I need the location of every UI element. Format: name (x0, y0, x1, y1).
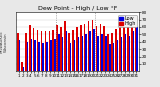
Bar (121, 37, 122, 71)
Bar (88, 21, 89, 71)
Bar (70, 43, 71, 71)
Legend: Low, High: Low, High (118, 15, 137, 27)
Bar (80, 25, 82, 71)
Bar (85, 34, 87, 71)
Bar (74, 40, 75, 71)
Bar (50, 40, 52, 71)
Bar (52, 30, 54, 71)
Bar (129, 36, 130, 71)
Bar (37, 30, 38, 71)
Bar (115, 29, 117, 71)
Bar (60, 27, 62, 71)
Bar (41, 31, 42, 71)
Bar (107, 34, 109, 71)
Bar (101, 34, 103, 71)
Bar (66, 31, 67, 71)
Bar (111, 33, 113, 71)
Bar (78, 37, 79, 71)
Bar (46, 42, 48, 71)
Bar (92, 20, 93, 71)
Bar (23, 67, 24, 71)
Bar (100, 24, 101, 71)
Bar (119, 27, 121, 71)
Bar (96, 26, 97, 71)
Bar (135, 18, 136, 71)
Bar (64, 21, 66, 71)
Bar (117, 40, 118, 71)
Bar (42, 43, 44, 71)
Bar (45, 31, 46, 71)
Bar (49, 31, 50, 71)
Bar (21, 62, 23, 71)
Bar (17, 33, 19, 71)
Bar (56, 25, 58, 71)
Bar (97, 36, 99, 71)
Bar (82, 36, 83, 71)
Bar (89, 31, 91, 71)
Bar (19, 40, 20, 71)
Bar (27, 42, 28, 71)
Bar (136, 27, 138, 71)
Bar (127, 25, 129, 71)
Bar (29, 25, 31, 71)
Title: Dew Point - High / Low °F: Dew Point - High / Low °F (38, 6, 117, 11)
Bar (72, 30, 74, 71)
Bar (131, 22, 132, 71)
Bar (68, 33, 70, 71)
Bar (123, 24, 125, 71)
Bar (54, 39, 56, 71)
Bar (93, 29, 95, 71)
Text: MILWAUKEE
Wisconsin: MILWAUKEE Wisconsin (0, 30, 8, 53)
Bar (132, 31, 134, 71)
Bar (84, 24, 85, 71)
Bar (125, 34, 126, 71)
Bar (58, 34, 60, 71)
Bar (31, 39, 32, 71)
Bar (25, 33, 27, 71)
Bar (105, 36, 107, 71)
Bar (76, 27, 78, 71)
Bar (109, 44, 111, 71)
Bar (113, 43, 115, 71)
Bar (33, 28, 34, 71)
Bar (38, 42, 40, 71)
Bar (62, 37, 64, 71)
Bar (34, 40, 36, 71)
Bar (104, 26, 105, 71)
